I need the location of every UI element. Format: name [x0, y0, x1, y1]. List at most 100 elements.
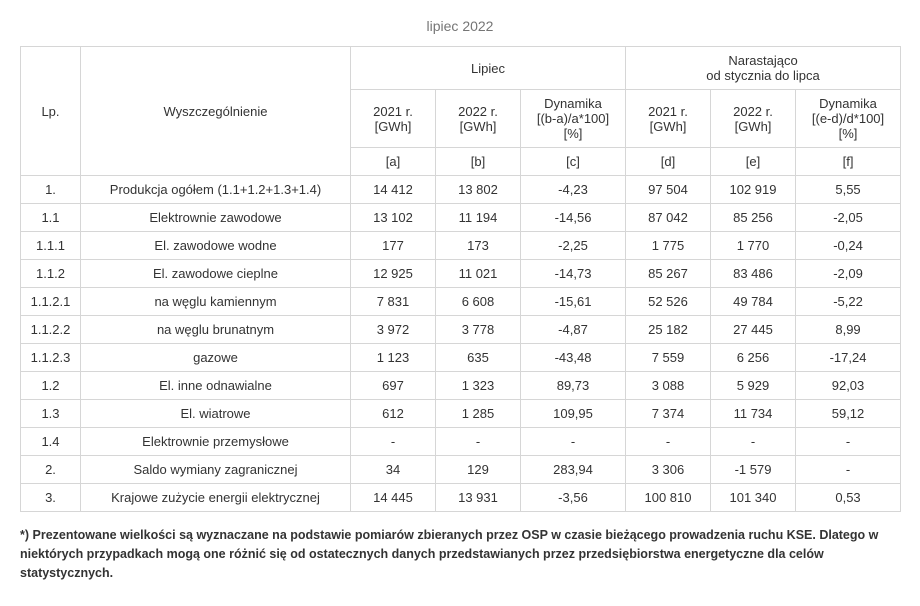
cell-d: 7 559: [626, 344, 711, 372]
cell-d: 97 504: [626, 176, 711, 204]
cell-a: -: [351, 428, 436, 456]
cell-a: 13 102: [351, 204, 436, 232]
cell-a: 697: [351, 372, 436, 400]
page-title: lipiec 2022: [20, 18, 900, 34]
cell-b: 6 608: [436, 288, 521, 316]
cell-a: 12 925: [351, 260, 436, 288]
cell-f: 8,99: [796, 316, 901, 344]
col-dyn-lipiec: Dynamika [(b-a)/a*100] [%]: [521, 90, 626, 148]
col-letter-d: [d]: [626, 148, 711, 176]
cell-d: 100 810: [626, 484, 711, 512]
cell-desc: El. wiatrowe: [81, 400, 351, 428]
col-lp: Lp.: [21, 47, 81, 176]
cell-c: -: [521, 428, 626, 456]
cell-desc: Elektrownie zawodowe: [81, 204, 351, 232]
cell-b: 1 285: [436, 400, 521, 428]
cell-c: -4,87: [521, 316, 626, 344]
table-row: 1.1.2.3gazowe1 123635-43,487 5596 256-17…: [21, 344, 901, 372]
cell-e: 5 929: [711, 372, 796, 400]
cell-c: -2,25: [521, 232, 626, 260]
cell-desc: Elektrownie przemysłowe: [81, 428, 351, 456]
cell-b: 13 802: [436, 176, 521, 204]
col-group-lipiec: Lipiec: [351, 47, 626, 90]
table-row: 1.4Elektrownie przemysłowe------: [21, 428, 901, 456]
cell-c: -4,23: [521, 176, 626, 204]
cell-f: -2,05: [796, 204, 901, 232]
cell-c: 89,73: [521, 372, 626, 400]
cell-f: -: [796, 456, 901, 484]
col-letter-c: [c]: [521, 148, 626, 176]
cell-desc: Produkcja ogółem (1.1+1.2+1.3+1.4): [81, 176, 351, 204]
cell-lp: 1.3: [21, 400, 81, 428]
cell-c: 283,94: [521, 456, 626, 484]
cell-a: 3 972: [351, 316, 436, 344]
cell-c: -14,56: [521, 204, 626, 232]
cell-c: -3,56: [521, 484, 626, 512]
table-row: 1.1Elektrownie zawodowe13 10211 194-14,5…: [21, 204, 901, 232]
col-2022-lipiec: 2022 r. [GWh]: [436, 90, 521, 148]
cell-desc: gazowe: [81, 344, 351, 372]
cell-lp: 3.: [21, 484, 81, 512]
cell-lp: 1.1.2: [21, 260, 81, 288]
col-2021-lipiec: 2021 r. [GWh]: [351, 90, 436, 148]
cell-d: 87 042: [626, 204, 711, 232]
footnote: *) Prezentowane wielkości są wyznaczane …: [20, 526, 900, 582]
cell-e: 1 770: [711, 232, 796, 260]
cell-f: -5,22: [796, 288, 901, 316]
cell-lp: 1.1.2.3: [21, 344, 81, 372]
cell-f: -17,24: [796, 344, 901, 372]
cell-desc: El. inne odnawialne: [81, 372, 351, 400]
cell-lp: 1.1.2.2: [21, 316, 81, 344]
cell-b: 11 021: [436, 260, 521, 288]
cell-a: 14 412: [351, 176, 436, 204]
col-letter-e: [e]: [711, 148, 796, 176]
cell-e: 27 445: [711, 316, 796, 344]
cell-b: 1 323: [436, 372, 521, 400]
cell-a: 1 123: [351, 344, 436, 372]
cell-d: 7 374: [626, 400, 711, 428]
col-2021-ytd: 2021 r. [GWh]: [626, 90, 711, 148]
col-letter-f: [f]: [796, 148, 901, 176]
cell-c: -14,73: [521, 260, 626, 288]
cell-e: 6 256: [711, 344, 796, 372]
cell-lp: 1.1.1: [21, 232, 81, 260]
cell-a: 177: [351, 232, 436, 260]
cell-c: -43,48: [521, 344, 626, 372]
cell-f: 5,55: [796, 176, 901, 204]
cell-desc: Saldo wymiany zagranicznej: [81, 456, 351, 484]
cell-e: -1 579: [711, 456, 796, 484]
cell-lp: 1.: [21, 176, 81, 204]
cell-a: 34: [351, 456, 436, 484]
cell-d: 52 526: [626, 288, 711, 316]
cell-d: 25 182: [626, 316, 711, 344]
cell-b: 11 194: [436, 204, 521, 232]
table-row: 3.Krajowe zużycie energii elektrycznej14…: [21, 484, 901, 512]
table-row: 1.2El. inne odnawialne6971 32389,733 088…: [21, 372, 901, 400]
cell-d: 1 775: [626, 232, 711, 260]
table-row: 1.1.2.1na węglu kamiennym7 8316 608-15,6…: [21, 288, 901, 316]
cell-f: -2,09: [796, 260, 901, 288]
cell-b: 129: [436, 456, 521, 484]
cell-desc: El. zawodowe wodne: [81, 232, 351, 260]
cell-a: 14 445: [351, 484, 436, 512]
cell-b: 635: [436, 344, 521, 372]
cell-lp: 1.4: [21, 428, 81, 456]
cell-e: 101 340: [711, 484, 796, 512]
cell-lp: 1.2: [21, 372, 81, 400]
table-row: 1.1.2.2na węglu brunatnym3 9723 778-4,87…: [21, 316, 901, 344]
cell-lp: 2.: [21, 456, 81, 484]
cell-c: -15,61: [521, 288, 626, 316]
table-row: 2.Saldo wymiany zagranicznej34129283,943…: [21, 456, 901, 484]
cell-b: 173: [436, 232, 521, 260]
cell-d: 85 267: [626, 260, 711, 288]
cell-b: -: [436, 428, 521, 456]
table-row: 1.3El. wiatrowe6121 285109,957 37411 734…: [21, 400, 901, 428]
cell-f: 0,53: [796, 484, 901, 512]
cell-f: 92,03: [796, 372, 901, 400]
cell-f: -0,24: [796, 232, 901, 260]
cell-d: -: [626, 428, 711, 456]
cell-f: -: [796, 428, 901, 456]
cell-e: 11 734: [711, 400, 796, 428]
cell-lp: 1.1.2.1: [21, 288, 81, 316]
cell-d: 3 306: [626, 456, 711, 484]
